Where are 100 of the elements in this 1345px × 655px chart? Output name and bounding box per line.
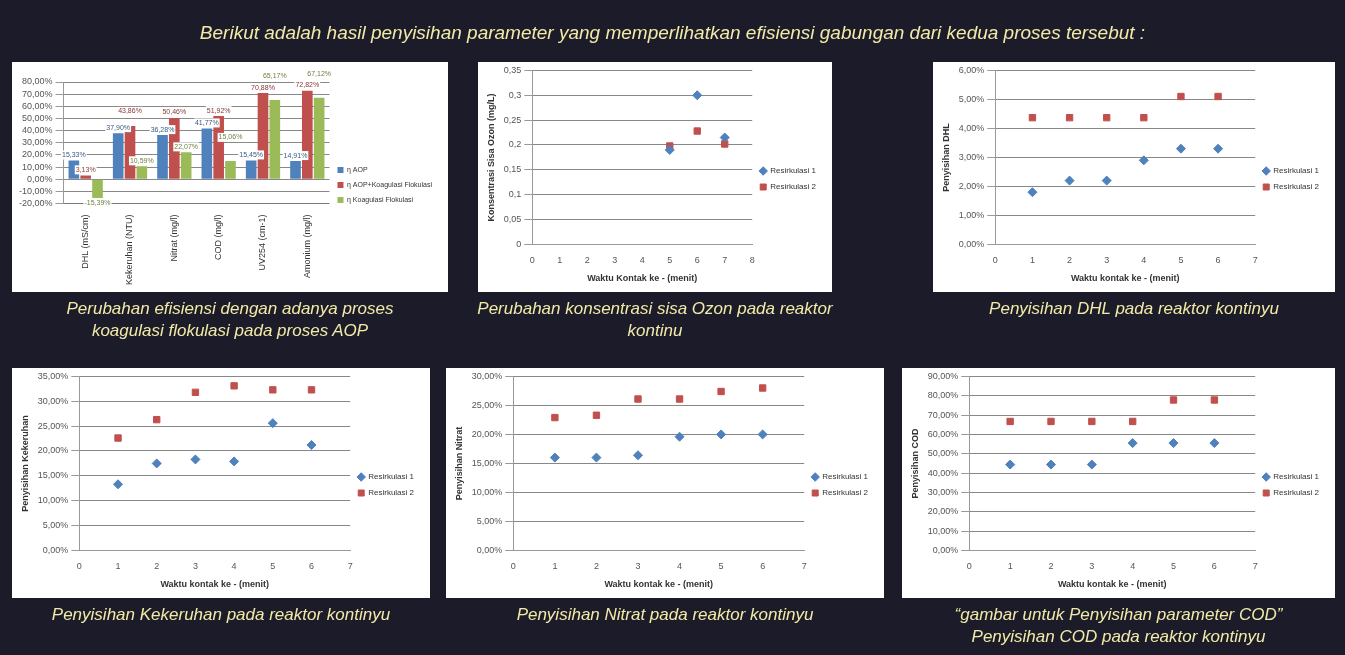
legend-label: Resirkulasi 2 [770, 182, 817, 192]
x-tick-label: 1 [552, 561, 558, 572]
y-axis-title: Konsentrasi Sisa Ozon (mg/L) [485, 93, 496, 222]
point [1214, 92, 1222, 101]
y-tick-label: 0,35 [503, 64, 522, 75]
y-tick-label: 40,00% [21, 125, 53, 136]
x-tick-label: 3 [192, 561, 198, 572]
y-tick-label: 5,00% [42, 520, 69, 531]
point [1088, 417, 1096, 426]
y-tick-label: 0,15 [503, 164, 522, 175]
y-tick-label: 20,00% [471, 428, 503, 439]
x-axis-title: Waktu kontak ke - (menit) [604, 579, 714, 590]
legend-label: Resirkulasi 1 [1273, 472, 1320, 482]
text: Perubahan konsentrasi sisa Ozon pada reaktor kontinu [476, 298, 834, 342]
x-tick-label: 0 [529, 255, 535, 266]
point [1169, 396, 1178, 404]
x-axis-title: Waktu kontak ke - (menit) [1070, 273, 1180, 284]
x-tick-label: DHL (mS/cm) [80, 214, 91, 269]
point [1064, 175, 1075, 186]
point [1047, 417, 1055, 426]
point [1101, 175, 1112, 186]
point [190, 454, 201, 465]
y-tick-label: 25,00% [471, 399, 503, 410]
x-axis-title: Waktu kontak ke - (menit) [1057, 579, 1167, 590]
x-tick-label: 5 [1171, 561, 1177, 572]
point [664, 144, 675, 155]
point [306, 440, 317, 451]
y-tick-label: 5,00% [958, 93, 985, 104]
point [758, 384, 767, 392]
x-tick-label: 3 [1104, 255, 1110, 266]
y-tick-label: 60,00% [21, 100, 53, 111]
x-tick-label: 2 [154, 561, 160, 572]
bar [80, 175, 91, 179]
point [719, 132, 730, 143]
text: “gambar untuk Penyisihan parameter COD” [953, 604, 1284, 626]
y-axis-title: Penyisihan COD [909, 427, 920, 499]
y-tick-label: 15,00% [37, 470, 69, 481]
y-tick-label: 0,00% [932, 544, 959, 555]
y-tick-label: 0,3 [508, 89, 522, 100]
y-tick-label: 10,00% [21, 161, 53, 172]
y-tick-label: 80,00% [927, 390, 959, 401]
point [267, 418, 278, 429]
x-tick-label: 4 [1130, 561, 1136, 572]
y-tick-label: 0,2 [508, 139, 522, 150]
point [716, 429, 727, 440]
point [1177, 92, 1185, 101]
point [1028, 113, 1037, 122]
point [632, 450, 643, 461]
point [113, 479, 124, 490]
x-tick-label: 6 [1215, 255, 1221, 266]
y-tick-label: 0,05 [503, 214, 522, 225]
text: Penyisihan Nitrat pada reaktor kontinyu [515, 604, 815, 626]
x-tick-label: 2 [584, 255, 590, 266]
y-tick-label: 10,00% [37, 495, 69, 506]
point [1168, 438, 1179, 449]
x-tick-label: 7 [347, 561, 353, 572]
point [1213, 143, 1224, 154]
legend-label: Resirkulasi 2 [1273, 182, 1320, 192]
x-tick-label: 5 [1178, 255, 1184, 266]
y-axis-title: Penyisihan DHL [940, 122, 951, 192]
text: Berikut adalah hasil penyisihan parameter yang memperlihatkan efisiensi gabungan dari kedua proses tersebut : [198, 22, 1147, 44]
point [230, 382, 238, 390]
bar [157, 135, 168, 179]
point [307, 386, 316, 394]
point [717, 387, 725, 396]
point [1140, 113, 1148, 122]
y-tick-label: 2,00% [958, 180, 985, 191]
point [1127, 438, 1138, 449]
y-tick-label: 15,00% [471, 457, 503, 468]
point [1175, 143, 1186, 154]
point [693, 127, 701, 135]
y-tick-label: 70,00% [21, 88, 53, 99]
x-axis-title: Waktu kontak ke - (menit) [160, 579, 270, 590]
y-tick-label: 35,00% [37, 370, 69, 381]
x-axis-title: Waktu Kontak ke - (menit) [587, 273, 698, 284]
y-tick-label: 0,00% [958, 238, 985, 249]
point [634, 395, 642, 403]
x-tick-label: Nitrat (mg/l) [168, 214, 179, 262]
legend-label: Resirkulasi 1 [368, 472, 415, 482]
x-tick-label: 5 [270, 561, 276, 572]
point [114, 434, 122, 442]
point [1027, 187, 1038, 198]
point [1138, 155, 1149, 166]
x-tick-label: 6 [309, 561, 315, 572]
legend-label: Resirkulasi 1 [822, 472, 869, 482]
y-tick-label: 10,00% [927, 525, 959, 536]
y-tick-label: 20,00% [21, 149, 53, 160]
bar [269, 100, 281, 179]
y-tick-label: 90,00% [927, 370, 959, 381]
point [592, 411, 601, 419]
point [1086, 459, 1097, 470]
point [1006, 417, 1014, 426]
point [229, 456, 240, 467]
x-tick-label: 7 [1252, 561, 1258, 572]
point [1065, 113, 1074, 122]
y-tick-label: 0,00% [476, 544, 503, 555]
x-tick-label: 6 [694, 255, 700, 266]
text: Penyisihan COD pada reaktor kontinyu [970, 626, 1267, 648]
x-tick-label: COD (mg/l) [213, 214, 224, 260]
y-tick-label: 30,00% [21, 137, 53, 148]
